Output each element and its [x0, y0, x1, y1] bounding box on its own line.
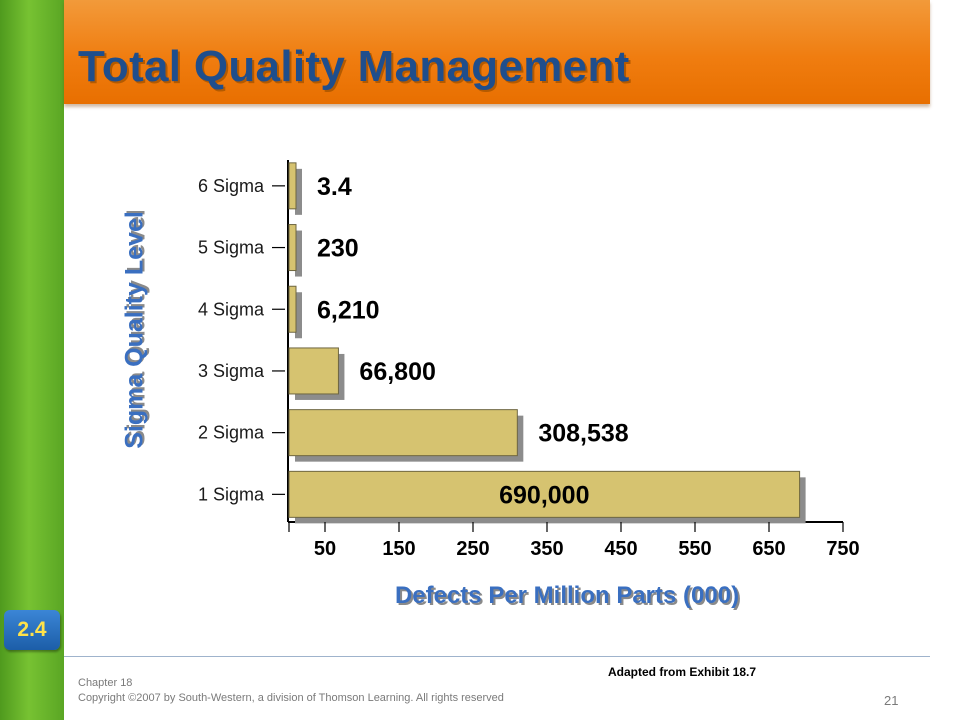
data-label: 230 — [317, 235, 359, 263]
category-label: 5 Sigma — [198, 238, 265, 258]
category-label: 1 Sigma — [198, 484, 265, 504]
title-banner — [64, 0, 930, 104]
footer-chapter: Chapter 18 — [78, 677, 133, 689]
data-label: 690,000 — [499, 481, 589, 509]
x-tick-label: 650 — [752, 538, 785, 560]
left-accent-bar — [0, 0, 64, 720]
slide-title: Total Quality Management — [78, 42, 630, 91]
x-tick-label: 450 — [604, 538, 637, 560]
data-label: 308,538 — [538, 420, 628, 448]
bar-shadow — [295, 168, 302, 215]
footer-copyright: Copyright ©2007 by South-Western, a divi… — [78, 692, 504, 704]
x-tick-label: 550 — [678, 538, 711, 560]
bar — [288, 409, 518, 457]
category-label: 4 Sigma — [198, 299, 265, 319]
bar — [288, 285, 297, 333]
x-tick-label: 750 — [826, 538, 859, 560]
x-axis-label: Defects Per Million Parts (000) — [394, 582, 740, 609]
data-label: 66,800 — [359, 358, 435, 386]
category-label: 2 Sigma — [198, 423, 265, 443]
footer-divider — [64, 656, 930, 657]
x-tick-label: 250 — [456, 538, 489, 560]
page-number: 21 — [884, 693, 899, 708]
data-label: 6,210 — [317, 296, 380, 324]
y-axis-label: Sigma Quality Level — [120, 211, 149, 449]
bar-shadow — [295, 230, 302, 277]
x-tick-label: 50 — [314, 538, 336, 560]
category-label: 6 Sigma — [198, 176, 265, 196]
bar-shadow — [295, 292, 302, 339]
bar — [288, 224, 297, 272]
x-tick-label: 150 — [382, 538, 415, 560]
data-label: 3.4 — [317, 173, 352, 201]
x-tick-label: 350 — [530, 538, 563, 560]
source-attribution: Adapted from Exhibit 18.7 — [608, 665, 757, 679]
category-label: 3 Sigma — [198, 361, 265, 381]
chapter-section-badge: 2.4 — [4, 610, 60, 650]
bar — [288, 347, 339, 395]
bar — [288, 162, 297, 210]
bar — [288, 470, 801, 518]
